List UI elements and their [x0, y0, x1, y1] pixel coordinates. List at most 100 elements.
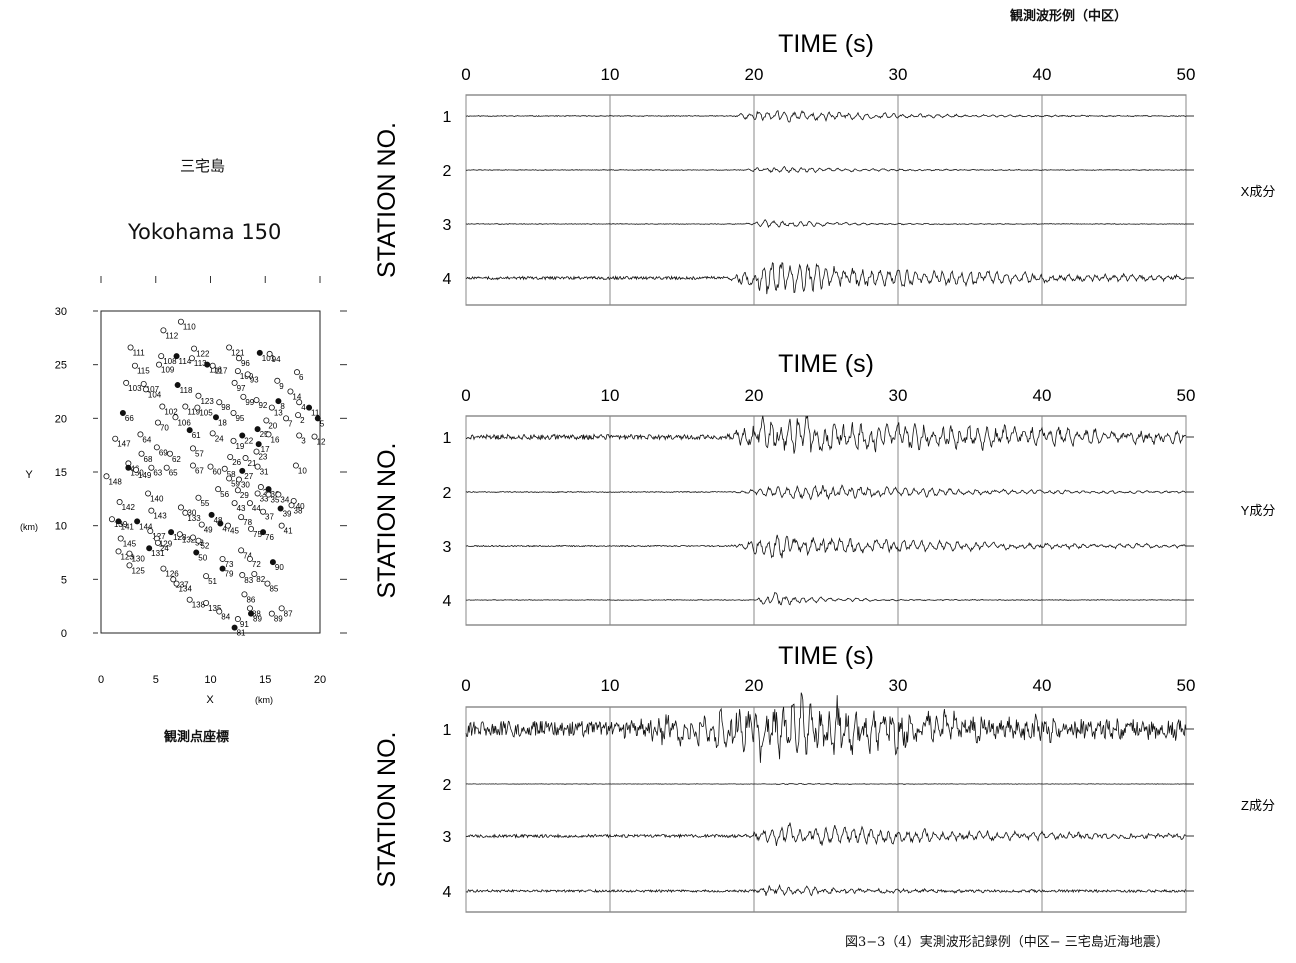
station-marker — [203, 599, 210, 606]
station-label: 135 — [208, 604, 222, 613]
station-number: 4 — [443, 271, 452, 288]
component-label: X成分 — [1241, 184, 1276, 199]
station-label: 126 — [165, 570, 179, 579]
station-label: 39 — [283, 509, 292, 518]
station-marker — [147, 528, 154, 535]
station-marker — [235, 355, 242, 362]
station-marker — [116, 499, 123, 506]
station-marker — [154, 539, 161, 546]
station-number: 3 — [443, 217, 452, 234]
station-marker — [216, 608, 223, 615]
station-label: 73 — [225, 560, 234, 569]
station-marker — [234, 487, 241, 494]
station-marker — [186, 427, 193, 434]
station-marker — [195, 494, 202, 501]
station-label: 56 — [220, 490, 229, 499]
x-tick-label: 40 — [1033, 676, 1052, 695]
station-label: 123 — [121, 552, 135, 561]
station-label: 83 — [244, 576, 253, 585]
station-marker — [234, 616, 241, 623]
map-x-tick-label: 15 — [259, 674, 271, 686]
station-marker — [239, 432, 246, 439]
station-label: 108 — [163, 357, 177, 366]
panel-title: TIME (s) — [778, 30, 874, 58]
station-label: 74 — [243, 551, 252, 560]
station-label: 121 — [231, 348, 245, 357]
station-marker — [255, 441, 262, 448]
station-label: 69 — [159, 448, 168, 457]
station-marker — [148, 464, 155, 471]
station-marker — [274, 377, 281, 384]
station-marker — [234, 368, 241, 375]
station-number: 2 — [443, 163, 452, 180]
station-label: 127 — [152, 532, 166, 541]
station-marker — [195, 537, 202, 544]
station-marker — [221, 465, 228, 472]
station-marker — [133, 466, 140, 473]
station-label: 78 — [243, 518, 252, 527]
station-label: 19 — [235, 442, 244, 451]
station-label: 67 — [195, 467, 204, 476]
station-marker — [263, 417, 270, 424]
station-label: 148 — [108, 477, 122, 486]
panel-title: TIME (s) — [778, 642, 874, 670]
station-label: 104 — [148, 390, 162, 399]
station-marker — [182, 403, 189, 410]
station-marker — [115, 548, 122, 555]
waveform-trace — [465, 692, 1187, 763]
waveform-trace — [465, 415, 1187, 454]
station-marker — [241, 591, 248, 598]
station-label: 17 — [261, 445, 270, 454]
station-marker — [115, 518, 122, 525]
station-marker — [306, 404, 313, 411]
station-label: 79 — [225, 570, 234, 579]
waveform-trace — [465, 165, 1187, 174]
station-label: 149 — [138, 471, 152, 480]
station-marker — [193, 549, 200, 556]
station-marker — [177, 504, 184, 511]
station-label: 2 — [300, 416, 305, 425]
panel-ylabel: STATION NO. — [373, 122, 401, 278]
panel-frame — [465, 706, 1187, 913]
station-label: 11 — [311, 409, 320, 418]
station-label: 93 — [250, 375, 259, 384]
waveform-trace — [465, 219, 1187, 229]
station-label: 76 — [265, 533, 274, 542]
station-label: 64 — [142, 435, 151, 444]
map-title-japanese: 三宅島 — [180, 157, 226, 175]
figure-caption: 図3−3（4）実測波形記録例（中区− 三宅島近海地震） — [845, 935, 1169, 950]
station-label: 123 — [200, 397, 214, 406]
station-label: 45 — [230, 527, 239, 536]
station-marker — [239, 467, 246, 474]
station-marker — [145, 490, 152, 497]
x-tick-label: 20 — [745, 386, 764, 405]
x-tick-label: 30 — [889, 676, 908, 695]
station-marker — [112, 435, 119, 442]
station-marker — [231, 500, 238, 507]
station-marker — [154, 419, 161, 426]
station-label: 9 — [279, 382, 284, 391]
station-number: 4 — [443, 884, 452, 901]
station-marker — [189, 445, 196, 452]
station-label: 82 — [256, 575, 265, 584]
x-tick-label: 20 — [745, 676, 764, 695]
station-marker — [260, 529, 267, 536]
station-marker — [260, 508, 267, 515]
station-marker — [268, 610, 275, 617]
station-marker — [203, 573, 210, 580]
station-label: 50 — [198, 554, 207, 563]
station-label: 52 — [200, 542, 209, 551]
station-label: 110 — [183, 323, 196, 332]
station-marker — [240, 393, 247, 400]
map-x-unit: (km) — [255, 695, 273, 705]
x-tick-label: 0 — [461, 386, 470, 405]
station-marker — [173, 580, 180, 587]
station-label: 57 — [195, 449, 204, 458]
station-marker — [186, 596, 193, 603]
station-marker — [191, 345, 198, 352]
station-marker — [131, 362, 138, 369]
station-marker — [226, 475, 233, 482]
panel-frame — [465, 94, 1187, 306]
station-label: 134 — [179, 585, 193, 594]
station-label: 140 — [150, 494, 164, 503]
